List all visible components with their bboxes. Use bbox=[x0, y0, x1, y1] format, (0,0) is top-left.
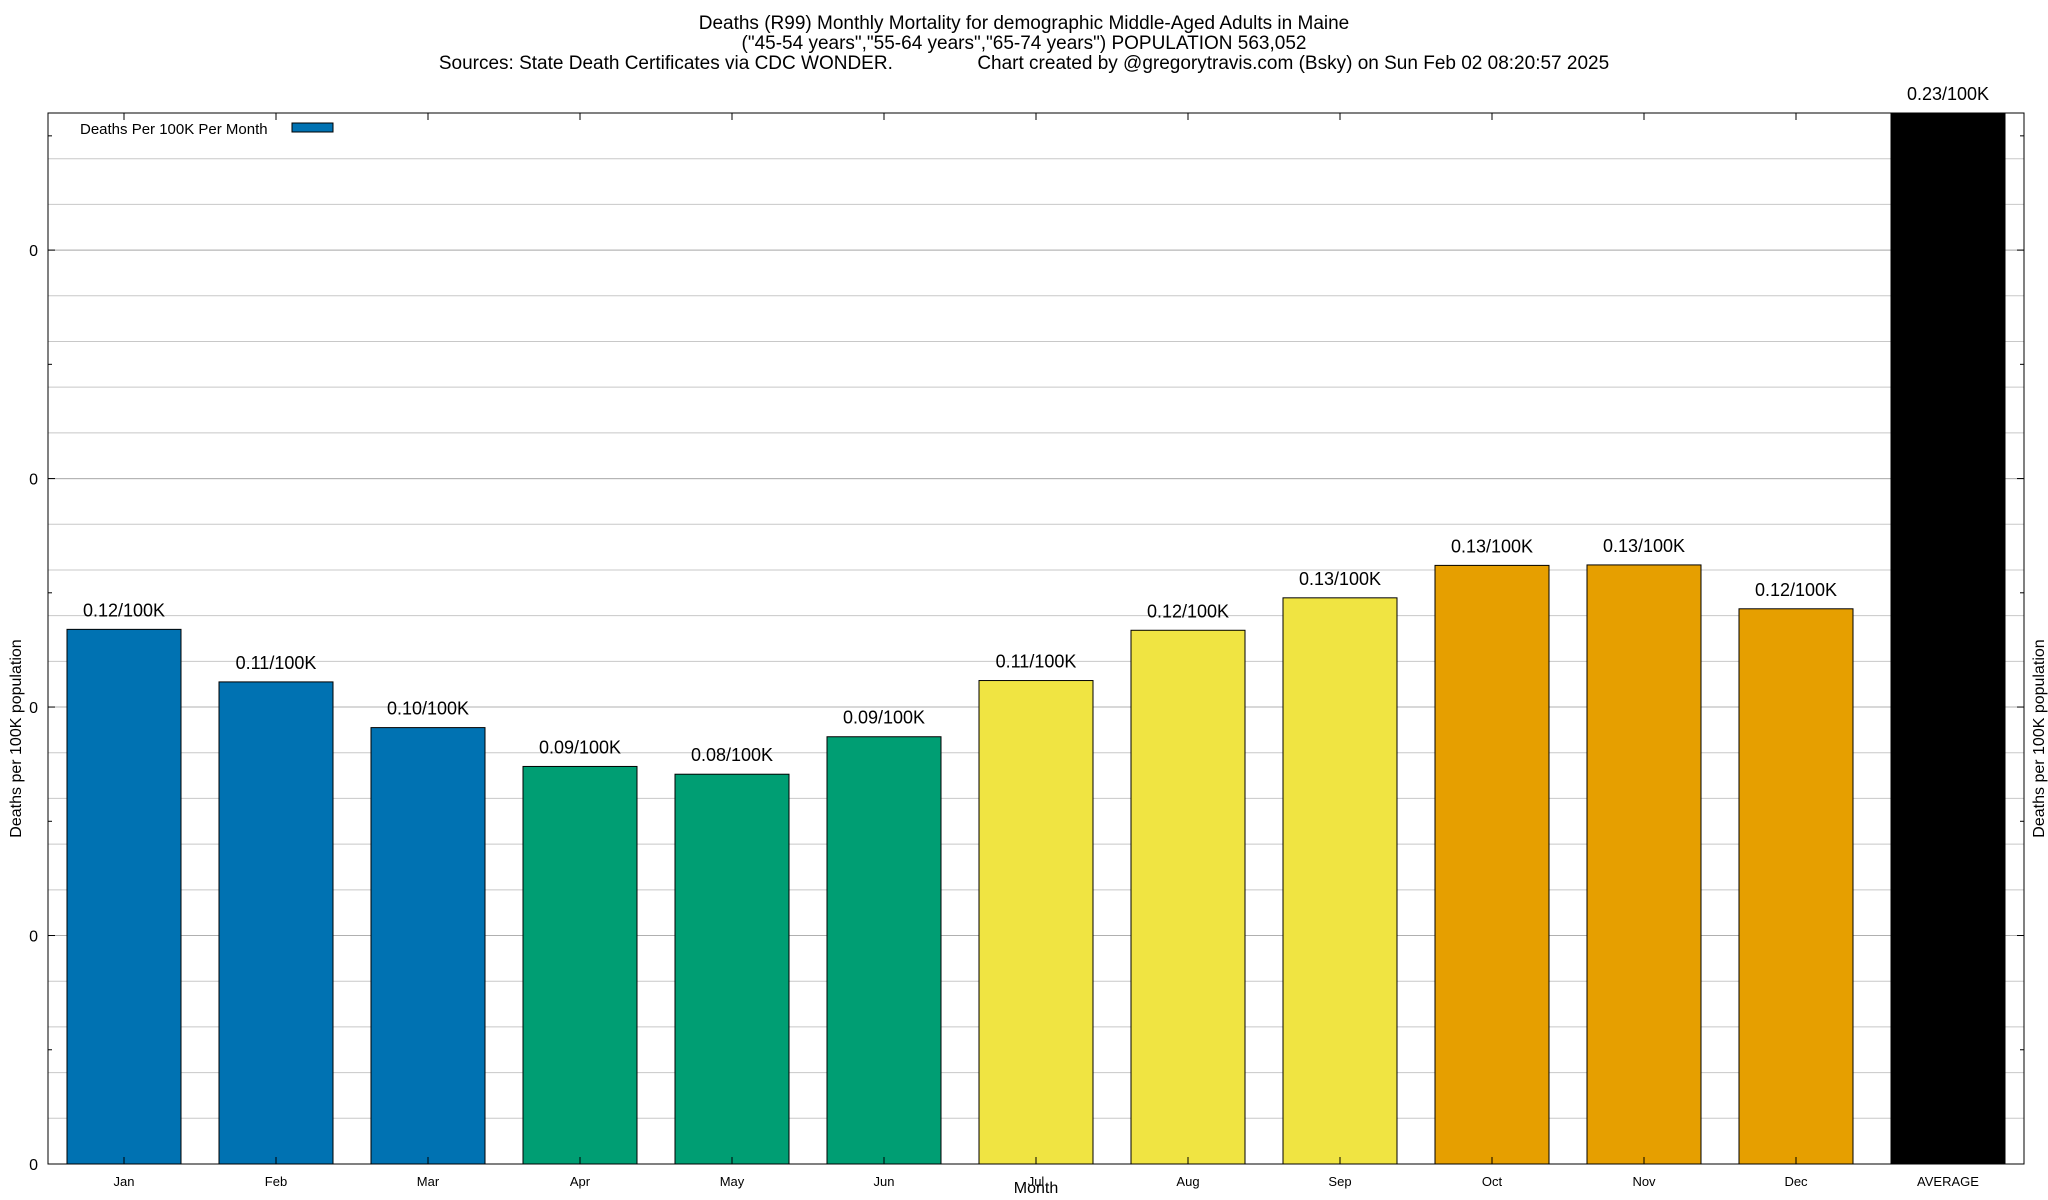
y-tick-label: 0 bbox=[29, 243, 38, 260]
bar-may bbox=[674, 773, 790, 1165]
bar-data-label: 0.08/100K bbox=[691, 745, 773, 765]
x-tick-label: Sep bbox=[1328, 1174, 1351, 1189]
x-tick-label: Dec bbox=[1784, 1174, 1808, 1189]
x-tick-label: Jul bbox=[1028, 1174, 1045, 1189]
axis-ticks: 0 0 0 0 0 Jan Feb Mar Apr May Jun Jul Aug Sep Oct Nov De… bbox=[29, 113, 2024, 1189]
bar-data-label: 0.11/100K bbox=[236, 653, 317, 673]
x-tick-label: AVERAGE bbox=[1917, 1174, 1979, 1189]
y-axis-title: Deaths per 100K population bbox=[8, 639, 25, 837]
bar-data-label: 0.10/100K bbox=[387, 699, 469, 719]
chart-source-line: Sources: State Death Certificates via CD… bbox=[438, 53, 1610, 74]
bar-data-label: 0.12/100K bbox=[1755, 580, 1837, 600]
x-tick-label: Feb bbox=[265, 1174, 287, 1189]
chart-title: Deaths (R99) Monthly Mortality for demog… bbox=[698, 13, 1350, 34]
legend-label: Deaths Per 100K Per Month bbox=[80, 121, 268, 138]
x-tick-label: Oct bbox=[1482, 1174, 1503, 1189]
bar-jan bbox=[66, 628, 182, 1165]
bar-data-label: 0.11/100K bbox=[996, 652, 1077, 672]
x-tick-label: May bbox=[720, 1174, 745, 1189]
x-tick-label: Jun bbox=[874, 1174, 895, 1189]
bar-mar bbox=[370, 727, 486, 1165]
legend-swatch bbox=[291, 122, 334, 133]
bar-jul bbox=[978, 680, 1094, 1165]
bar-apr bbox=[522, 765, 638, 1165]
bar-data-label: 0.09/100K bbox=[539, 737, 621, 757]
x-tick-label: Apr bbox=[570, 1174, 591, 1189]
bar-data-label: 0.23/100K bbox=[1907, 84, 1989, 104]
bar-data-label: 0.12/100K bbox=[1147, 601, 1229, 621]
bar-nov bbox=[1586, 564, 1702, 1165]
x-axis-title: Month bbox=[1014, 1180, 1058, 1197]
x-tick-label: Aug bbox=[1176, 1174, 1199, 1189]
bar-data-label: 0.13/100K bbox=[1299, 569, 1381, 589]
y2-axis-title: Deaths per 100K population bbox=[2031, 639, 2048, 837]
bar-dec bbox=[1738, 608, 1854, 1165]
chart-title-block: Deaths (R99) Monthly Mortality for demog… bbox=[0, 14, 2048, 74]
y-tick-label: 0 bbox=[29, 472, 38, 489]
bar-data-label: 0.13/100K bbox=[1603, 536, 1685, 556]
chart-subtitle: ("45-54 years","55-64 years","65-74 year… bbox=[741, 33, 1307, 54]
bar-data-label: 0.13/100K bbox=[1451, 536, 1533, 556]
bar-data-label: 0.12/100K bbox=[83, 600, 165, 620]
x-tick-label: Mar bbox=[417, 1174, 440, 1189]
bar-data-label: 0.09/100K bbox=[843, 708, 925, 728]
y-tick-label: 0 bbox=[29, 929, 38, 946]
bar-oct bbox=[1434, 564, 1550, 1165]
bar-aug bbox=[1130, 629, 1246, 1165]
x-tick-label: Jan bbox=[114, 1174, 135, 1189]
bar-feb bbox=[218, 681, 334, 1165]
x-tick-label: Nov bbox=[1632, 1174, 1656, 1189]
bar-average bbox=[1890, 112, 2006, 1165]
bars: 0.12/100K 0.11/100K 0.10/100K 0.09/100K 0.08… bbox=[66, 84, 2006, 1165]
y-tick-label: 0 bbox=[29, 1157, 38, 1174]
y-tick-label: 0 bbox=[29, 700, 38, 717]
legend: Deaths Per 100K Per Month bbox=[80, 121, 334, 138]
bar-jun bbox=[826, 736, 942, 1165]
bar-sep bbox=[1282, 597, 1398, 1165]
